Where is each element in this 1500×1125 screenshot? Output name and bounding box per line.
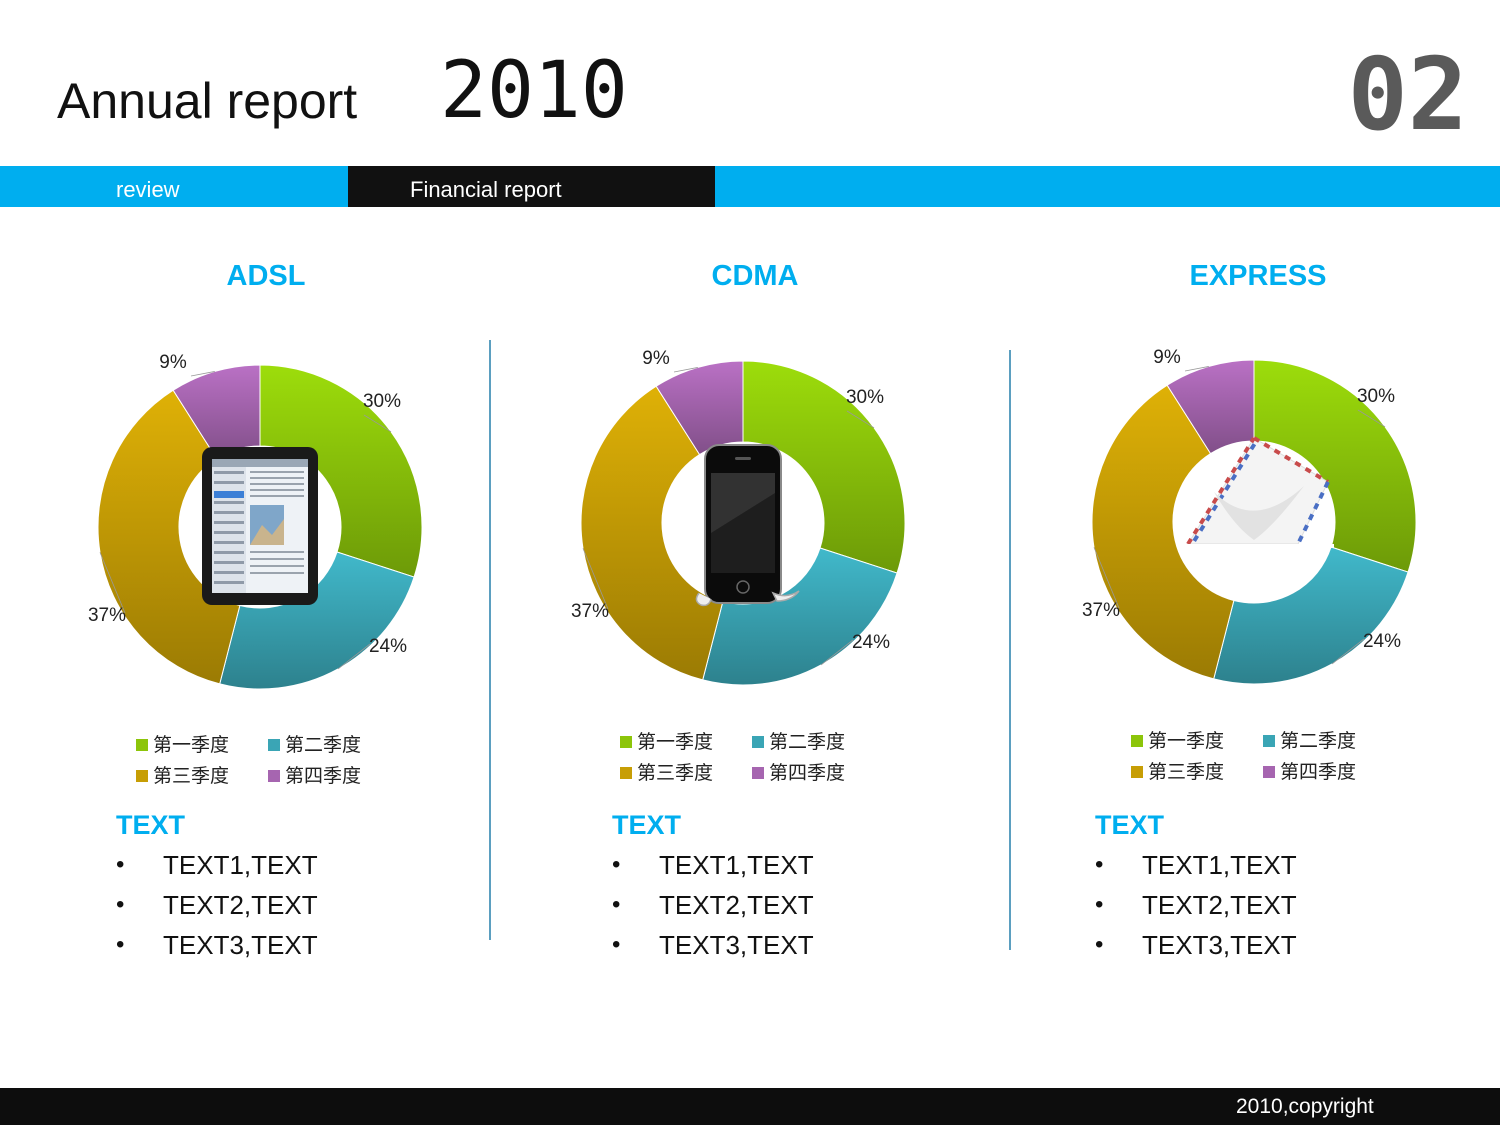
bullet-item: TEXT1,TEXT: [1095, 845, 1297, 885]
bullet-item: TEXT1,TEXT: [116, 845, 318, 885]
donut-chart-cdma: 30% 24% 37% 9%: [571, 348, 906, 686]
legend-item-q3: 第三季度: [1131, 757, 1224, 784]
donut-chart-express: 30% 24% 37% 9%: [1082, 347, 1417, 685]
slide-number: 02: [1347, 36, 1468, 153]
column-divider-1: [489, 340, 491, 940]
phone-icon: [695, 444, 800, 607]
chart-title-express: EXPRESS: [1189, 260, 1327, 292]
donut-slice-q3: [1091, 384, 1235, 680]
legend-swatch-q1: [620, 736, 632, 748]
nav-tab-review[interactable]: review: [116, 177, 180, 202]
data-label-q2: 24%: [852, 632, 890, 653]
text-block-express: TEXT TEXT1,TEXT TEXT2,TEXT TEXT3,TEXT: [1095, 810, 1297, 965]
leader-line-q2: [337, 643, 371, 670]
legend-item-q3: 第三季度: [136, 761, 229, 788]
legend-swatch-q3: [136, 770, 148, 782]
leader-line-q3: [99, 552, 126, 614]
donut-chart-adsl: 30% 24% 37% 9%: [88, 352, 423, 690]
envelope-icon: [1184, 436, 1334, 548]
text-block-heading: TEXT: [116, 810, 186, 840]
data-label-q3: 37%: [571, 601, 609, 622]
bullet-item: TEXT3,TEXT: [612, 925, 814, 965]
donut-slice-q1: [742, 360, 906, 574]
bullet-item: TEXT2,TEXT: [116, 885, 318, 925]
leader-line-q1: [846, 410, 875, 429]
data-label-q1: 30%: [363, 391, 401, 412]
donut-slice-q4: [1166, 359, 1255, 455]
legend-item-q1: 第一季度: [136, 730, 229, 757]
bullet-item: TEXT1,TEXT: [612, 845, 814, 885]
legend-item-q1: 第一季度: [1131, 726, 1224, 753]
data-label-q1: 30%: [1357, 386, 1395, 407]
legend-swatch-q1: [136, 739, 148, 751]
text-block-heading: TEXT: [612, 810, 682, 840]
leader-line-q2: [820, 639, 854, 666]
data-label-q4: 9%: [1153, 347, 1181, 368]
legend-item-q1: 第一季度: [620, 727, 713, 754]
bullet-item: TEXT2,TEXT: [1095, 885, 1297, 925]
legend-swatch-q3: [620, 767, 632, 779]
data-label-q2: 24%: [369, 636, 407, 657]
column-divider-2: [1009, 350, 1011, 950]
data-label-q1: 30%: [846, 387, 884, 408]
legend-swatch-q3: [1131, 766, 1143, 778]
leader-line-q2: [1331, 638, 1365, 665]
leader-line-q4: [1184, 366, 1209, 372]
tablet-icon: [202, 447, 318, 605]
chart-title-adsl: ADSL: [226, 260, 306, 292]
legend-swatch-q4: [1263, 766, 1275, 778]
bullet-item: TEXT3,TEXT: [1095, 925, 1297, 965]
legend-item-q4: 第四季度: [268, 761, 361, 788]
bullet-item: TEXT3,TEXT: [116, 925, 318, 965]
leader-line-q1: [363, 414, 392, 433]
legend-item-q4: 第四季度: [1263, 757, 1356, 784]
text-block-heading: TEXT: [1095, 810, 1165, 840]
legend-swatch-q2: [752, 736, 764, 748]
nav-tab-financial-report[interactable]: Financial report: [348, 166, 715, 207]
nav-bar: review Financial report: [0, 166, 1500, 207]
leader-line-q3: [582, 548, 609, 610]
legend-swatch-q4: [752, 767, 764, 779]
legend-item-q2: 第二季度: [1263, 726, 1356, 753]
chart-title-cdma: CDMA: [711, 260, 799, 292]
data-label-q3: 37%: [88, 605, 126, 626]
leader-line-q3: [1093, 547, 1120, 609]
leader-line-q4: [673, 367, 698, 373]
legend-item-q3: 第三季度: [620, 758, 713, 785]
footer-bar: 2010,copyright: [0, 1088, 1500, 1125]
footer-copyright: 2010,copyright: [1236, 1095, 1374, 1118]
legend-swatch-q2: [1263, 735, 1275, 747]
data-label-q3: 37%: [1082, 600, 1120, 621]
legend-swatch-q1: [1131, 735, 1143, 747]
donut-slice-q2: [1213, 546, 1409, 685]
legend-swatch-q2: [268, 739, 280, 751]
legend-item-q2: 第二季度: [752, 727, 845, 754]
donut-slice-q3: [580, 385, 724, 681]
data-label-q2: 24%: [1363, 631, 1401, 652]
data-label-q4: 9%: [159, 352, 187, 373]
leader-line-q1: [1357, 409, 1386, 428]
legend-item-q2: 第二季度: [268, 730, 361, 757]
text-block-adsl: TEXT TEXT1,TEXT TEXT2,TEXT TEXT3,TEXT: [116, 810, 318, 965]
text-block-cdma: TEXT TEXT1,TEXT TEXT2,TEXT TEXT3,TEXT: [612, 810, 814, 965]
report-title: Annual report: [57, 73, 358, 129]
legend-swatch-q4: [268, 770, 280, 782]
report-year: 2010: [440, 46, 628, 136]
data-label-q4: 9%: [642, 348, 670, 369]
donut-slice-q1: [1253, 359, 1417, 573]
bullet-item: TEXT2,TEXT: [612, 885, 814, 925]
donut-slice-q2: [702, 547, 898, 686]
leader-line-q4: [190, 371, 215, 377]
legend-item-q4: 第四季度: [752, 758, 845, 785]
